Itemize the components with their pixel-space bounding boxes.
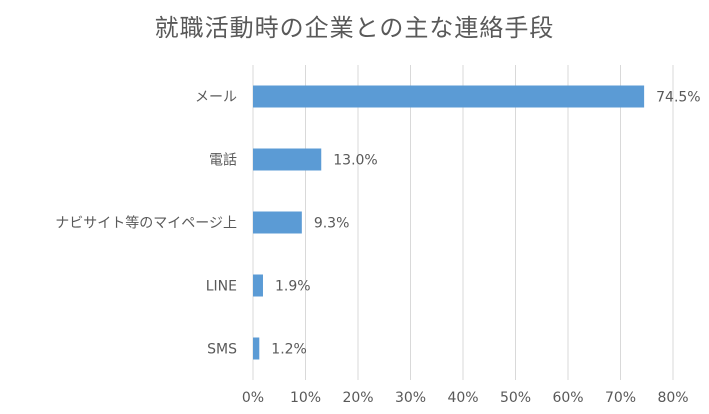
bar-2 [253, 211, 302, 234]
x-tick-label: 20% [342, 390, 373, 406]
x-tick-label: 60% [552, 390, 583, 406]
x-tick-label: 40% [447, 390, 478, 406]
data-label: 13.0% [333, 153, 377, 169]
bar-4 [253, 337, 260, 360]
data-label: 1.2% [271, 342, 307, 358]
category-label: 電話 [209, 152, 237, 169]
x-tick-label: 0% [242, 390, 264, 406]
category-label: LINE [206, 279, 237, 295]
gridlines [252, 65, 674, 380]
category-label: SMS [207, 342, 237, 358]
x-tick-label: 10% [290, 390, 321, 406]
chart-title: 就職活動時の企業との主な連絡手段 [154, 14, 555, 42]
bar-1 [253, 148, 322, 171]
category-label: メール [195, 90, 237, 106]
category-label: ナビサイト等のマイページ上 [55, 215, 237, 232]
bar-3 [253, 274, 263, 297]
data-label: 74.5% [656, 90, 700, 106]
x-tick-label: 50% [500, 390, 531, 406]
bar-0 [253, 85, 645, 108]
data-label: 9.3% [314, 216, 350, 232]
x-tick-label: 80% [657, 390, 688, 406]
x-tick-label: 70% [605, 390, 636, 406]
bars [253, 85, 645, 360]
x-tick-label: 30% [395, 390, 426, 406]
data-label: 1.9% [275, 279, 311, 295]
labels: 0% 10% 20% 30% 40% 50% 60% 70% 80% メール 74.5% 電話 13.0… [55, 90, 700, 407]
